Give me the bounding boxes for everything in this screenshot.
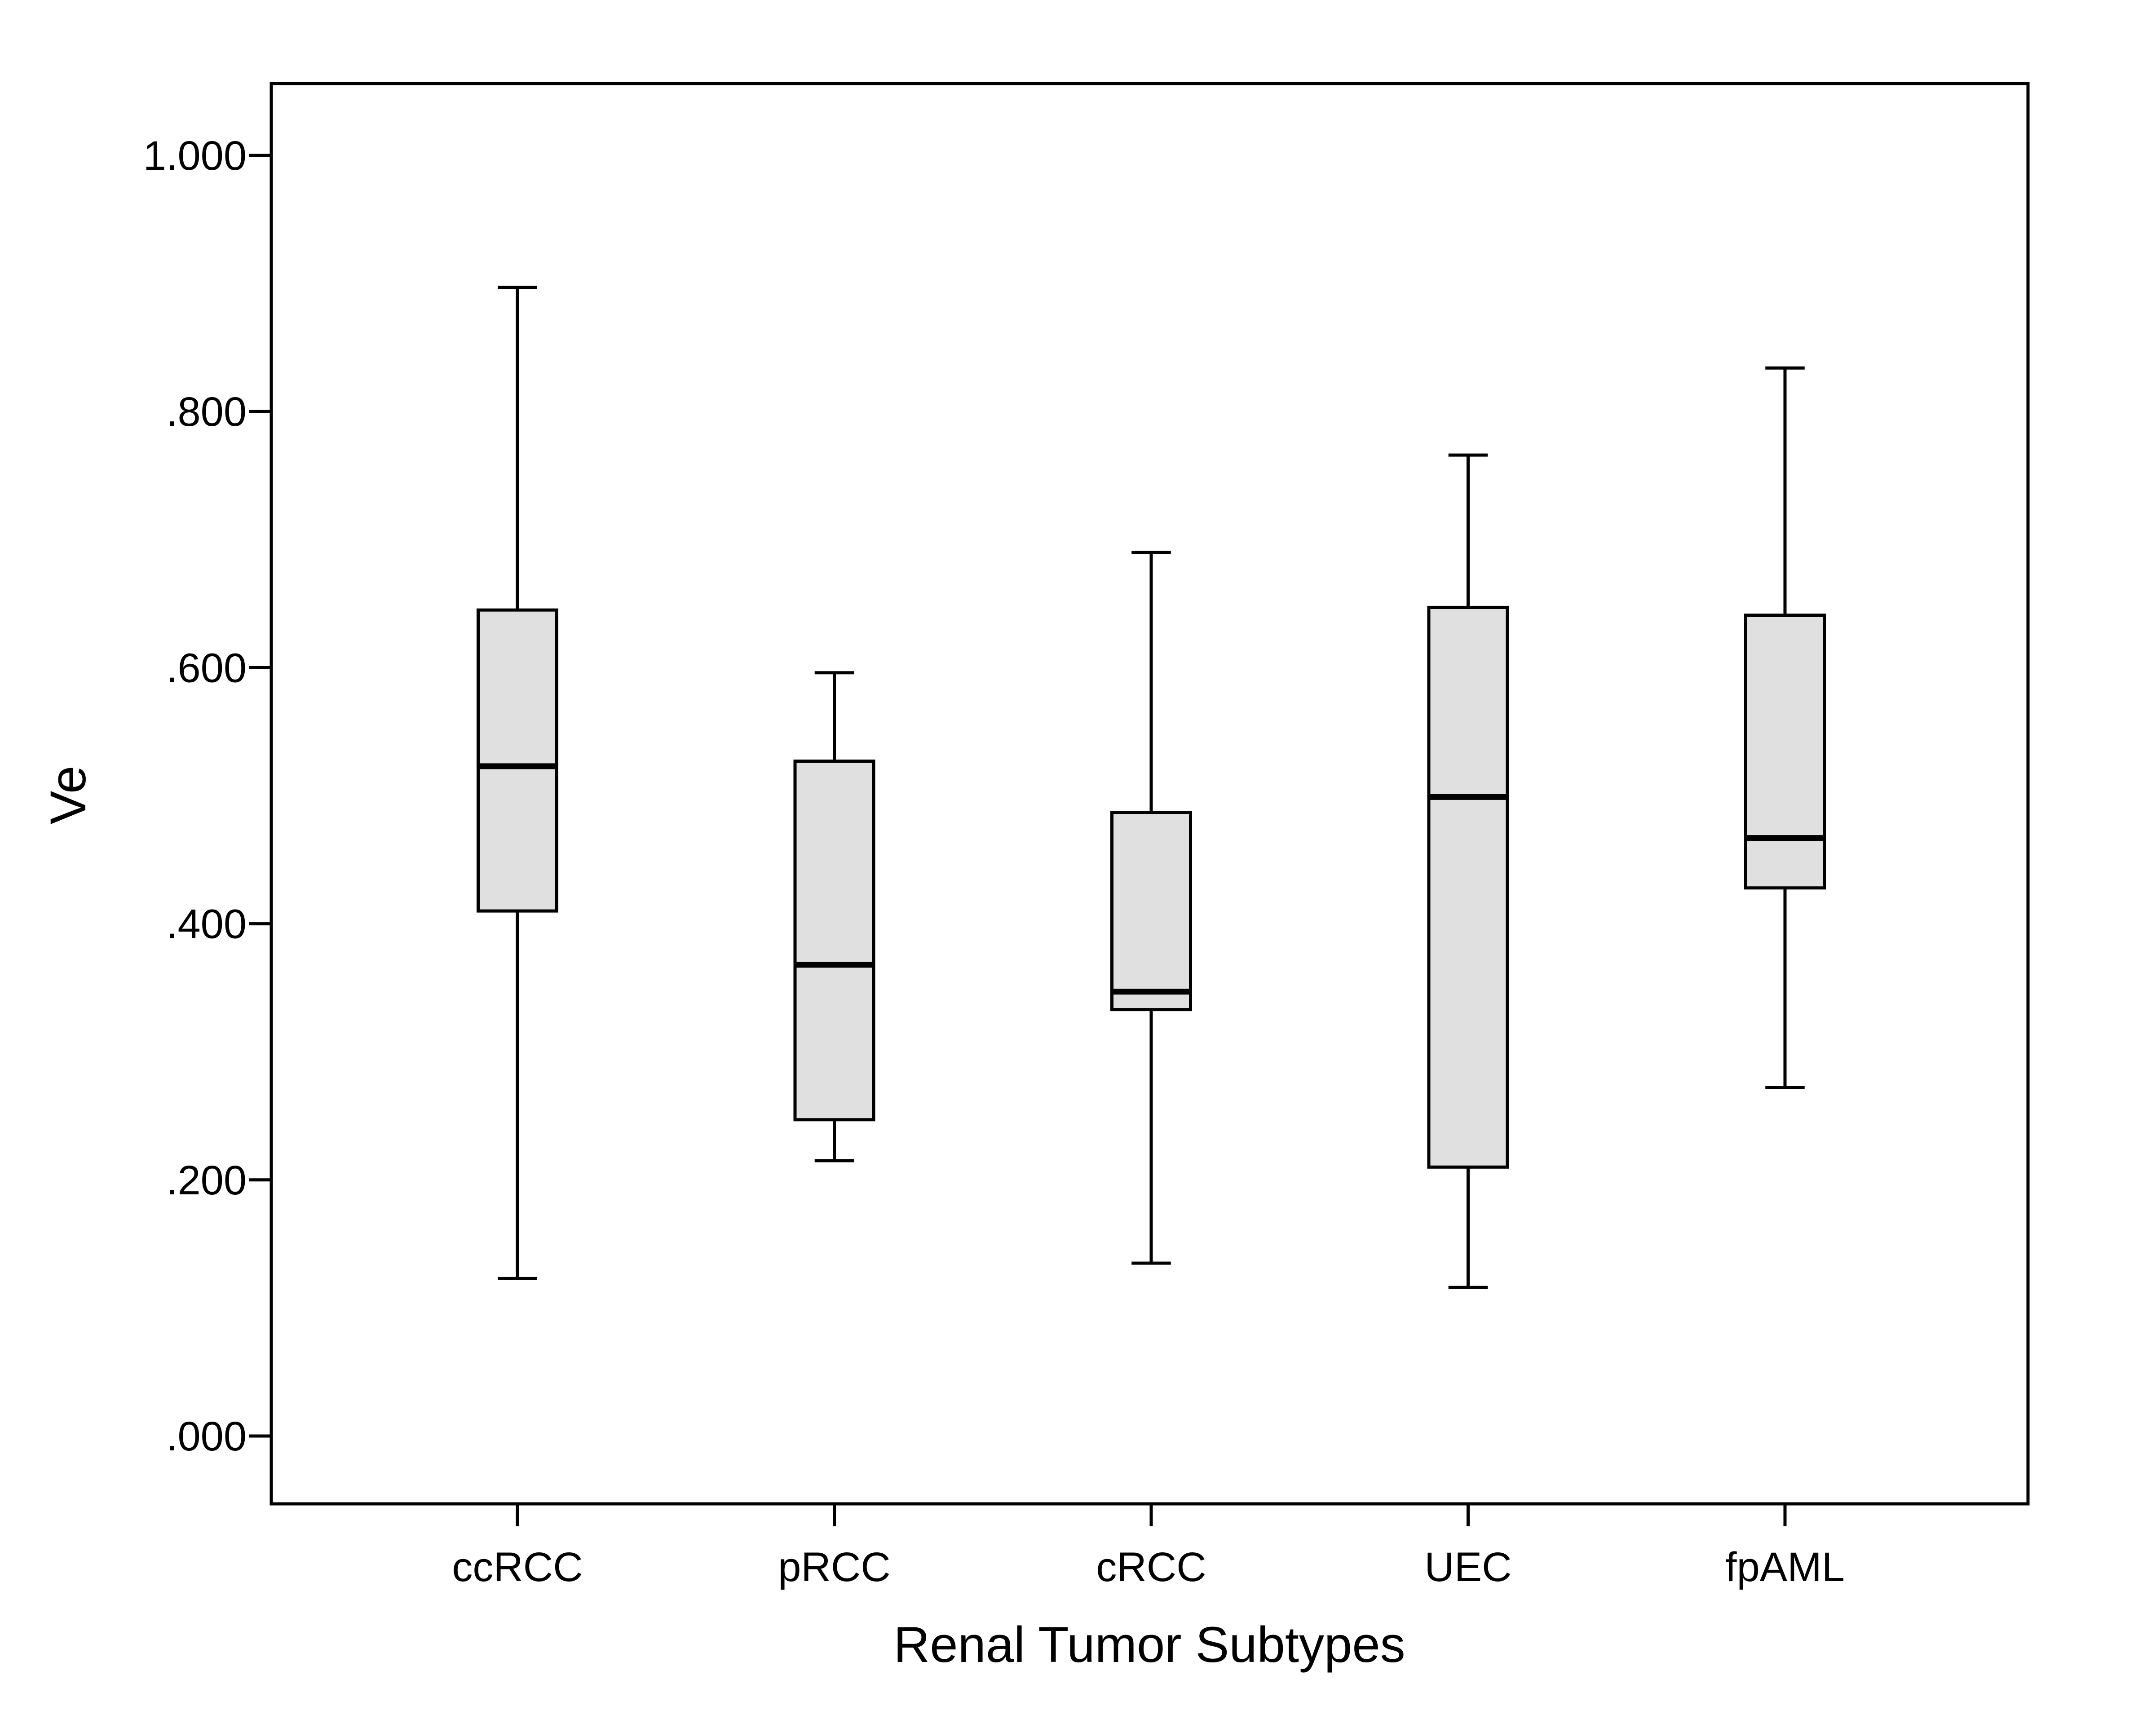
- y-tick-label: 1.000: [143, 133, 247, 179]
- y-tick-label: .000: [166, 1414, 247, 1459]
- x-tick-label: ccRCC: [452, 1544, 583, 1590]
- x-axis: ccRCC pRCC cRCC UEC fpAML: [452, 1504, 1845, 1590]
- iqr-box: [477, 608, 558, 913]
- y-tick-label: .400: [166, 901, 247, 947]
- y-tick-label: .200: [166, 1158, 247, 1203]
- x-axis-title: Renal Tumor Subtypes: [893, 1617, 1405, 1673]
- box-pRCC: [793, 671, 875, 1162]
- box-ccRCC: [477, 286, 558, 1280]
- x-tick-label: pRCC: [778, 1544, 890, 1590]
- iqr-box: [1427, 605, 1509, 1169]
- y-tick-label: .800: [166, 389, 247, 435]
- x-tick-label: cRCC: [1096, 1544, 1206, 1590]
- iqr-box: [1110, 811, 1192, 1012]
- iqr-box: [793, 760, 875, 1122]
- box-fpAML: [1744, 366, 1826, 1090]
- x-tick-label: fpAML: [1725, 1544, 1845, 1590]
- box-series: [477, 286, 1826, 1289]
- box-UEC: [1427, 453, 1509, 1289]
- y-tick-label: .600: [166, 645, 247, 691]
- y-axis: .000 .200 .400 .600 .800 1.000: [143, 133, 271, 1459]
- iqr-box: [1744, 614, 1826, 890]
- x-tick-label: UEC: [1424, 1544, 1511, 1590]
- box-cRCC: [1110, 551, 1192, 1265]
- y-axis-title: Ve: [40, 766, 96, 825]
